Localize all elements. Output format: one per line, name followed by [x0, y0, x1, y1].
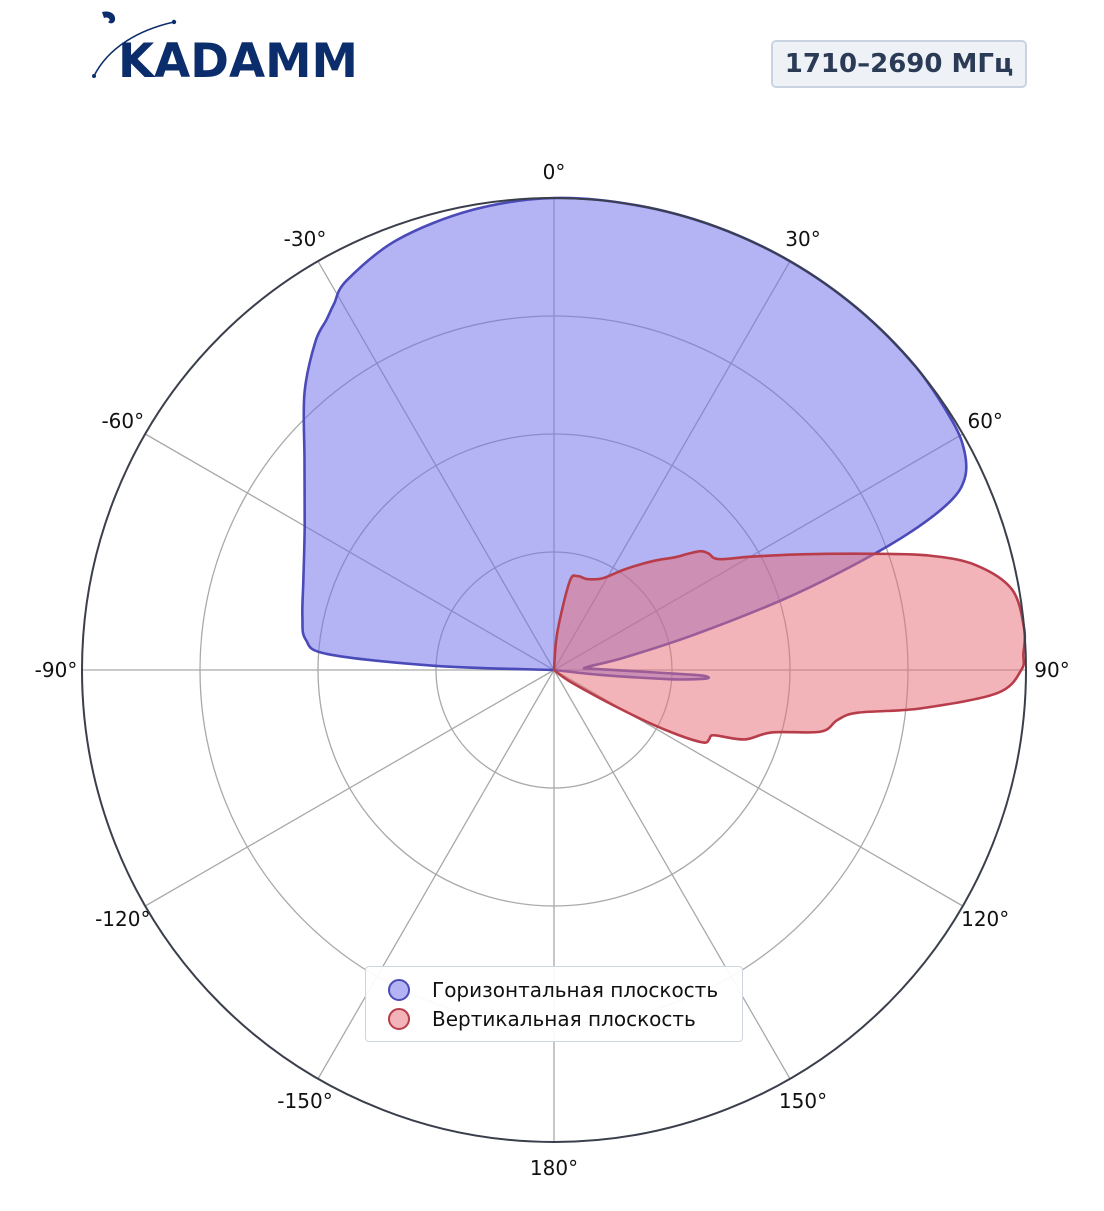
- outer-ring: [81, 197, 1027, 1143]
- angle-tick-label: 30°: [785, 227, 820, 251]
- legend-item-horizontal: Горизонтальная плоскость: [388, 976, 718, 1004]
- logo-wordmark: KADAMM: [118, 34, 358, 84]
- legend-item-vertical: Вертикальная плоскость: [388, 1005, 696, 1033]
- angle-tick-label: -150°: [277, 1089, 332, 1113]
- angular-gridline: [553, 669, 791, 1080]
- angle-tick-label: -30°: [284, 227, 327, 251]
- frequency-band-badge: 1710–2690 МГц: [771, 40, 1027, 88]
- legend-marker-vertical: [388, 1008, 410, 1030]
- logo-dot-icon: [92, 74, 96, 78]
- legend: Горизонтальная плоскость Вертикальная пл…: [365, 966, 743, 1042]
- series-layer: [301, 196, 1027, 744]
- logo-swoosh-icon: [102, 11, 116, 24]
- legend-label-vertical: Вертикальная плоскость: [432, 1007, 696, 1031]
- logo-arc-icon: [93, 21, 175, 77]
- angle-tick-label: 60°: [967, 409, 1002, 433]
- angular-gridline: [144, 669, 555, 907]
- legend-marker-horizontal: [388, 979, 410, 1001]
- angle-tick-label: 0°: [543, 160, 566, 184]
- series-area-vertical: [552, 549, 1027, 744]
- angle-tick-label: -90°: [35, 658, 78, 682]
- angular-gridline: [317, 669, 555, 1080]
- logo-dot-icon: [171, 19, 177, 25]
- angle-tick-label: -60°: [101, 409, 144, 433]
- angle-tick-label: -120°: [95, 907, 150, 931]
- angle-tick-label: 150°: [779, 1089, 827, 1113]
- angle-tick-label: 90°: [1034, 658, 1069, 682]
- angle-tick-label: 120°: [961, 907, 1009, 931]
- legend-label-horizontal: Горизонтальная плоскость: [432, 978, 719, 1002]
- angle-labels: 0° 30° 60° 90° 120° 150° 180° -150° -120° -90° -60…: [35, 160, 1070, 1180]
- angle-tick-label: 180°: [530, 1156, 578, 1180]
- kadamm-logo: KADAMM: [92, 11, 358, 84]
